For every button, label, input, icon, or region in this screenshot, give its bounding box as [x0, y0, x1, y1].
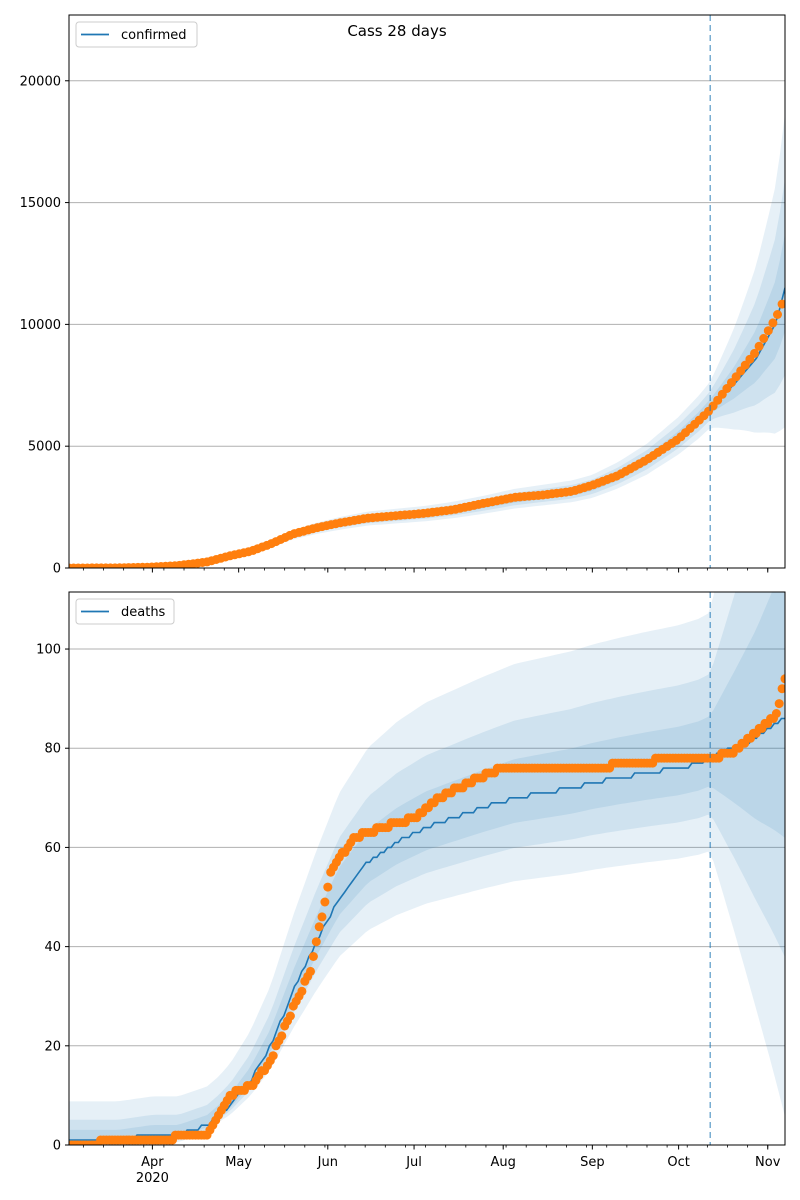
y-tick-label: 15000	[20, 196, 61, 211]
y-tick-label: 0	[53, 1139, 61, 1154]
axes-frame	[68, 14, 786, 569]
x-year-label: 2020	[136, 1171, 169, 1186]
observed-point	[277, 1031, 287, 1041]
y-tick-label: 20	[44, 1039, 61, 1054]
x-tick-label: Oct	[667, 1155, 689, 1170]
x-tick-label: Jul	[405, 1155, 422, 1170]
y-tick-label: 0	[53, 562, 61, 577]
observed-point	[750, 348, 759, 358]
observed-point	[754, 341, 764, 351]
observed-point	[320, 897, 330, 907]
plot-area	[69, 592, 785, 1145]
x-tick-label: Jun	[317, 1155, 338, 1170]
observed-point	[311, 937, 321, 947]
y-tick-label: 40	[44, 940, 61, 955]
uncertainty-band	[69, 113, 785, 568]
observed-point	[759, 334, 769, 343]
x-tick-label: Apr	[141, 1155, 164, 1170]
y-tick-label: 5000	[28, 440, 61, 455]
observed-point	[777, 299, 785, 309]
uncertainty-band	[69, 592, 785, 1145]
x-tick-label: Sep	[580, 1155, 605, 1170]
observed-point	[297, 986, 307, 996]
x-tick-label: May	[225, 1155, 252, 1170]
observed-point	[317, 912, 327, 922]
observed-point	[774, 699, 784, 709]
y-tick-label: 80	[44, 742, 61, 757]
legend-label: confirmed	[121, 28, 187, 43]
observed-point	[773, 310, 782, 319]
plot-area	[69, 113, 785, 568]
chart-title: Cass 28 days	[347, 22, 447, 40]
x-tick-label: Nov	[755, 1155, 781, 1170]
observed-point	[780, 674, 785, 684]
observed-point	[314, 922, 324, 932]
legend-label: deaths	[121, 605, 166, 620]
observed-point	[285, 1011, 295, 1021]
y-tick-label: 60	[44, 841, 61, 856]
observed-point	[323, 882, 333, 892]
observed-point	[771, 709, 781, 718]
legend: confirmed	[75, 21, 198, 48]
legend-box	[75, 21, 198, 48]
model-line	[69, 717, 785, 1141]
panel-confirmed: 0 5000 10000 15000 20000 confirmed Cass 28 day…	[20, 14, 786, 577]
observed-point	[777, 684, 785, 694]
uncertainty-band	[69, 592, 785, 1145]
legend: deaths	[75, 598, 175, 625]
observed-point	[268, 1051, 278, 1061]
axes-frame	[68, 591, 786, 1146]
x-tick-label: Aug	[491, 1155, 516, 1170]
observed-point	[308, 952, 318, 961]
y-tick-label: 20000	[20, 74, 61, 89]
observed-point	[768, 318, 778, 328]
observed-point	[306, 966, 315, 976]
panel-deaths: 0 20 40 60 80 100 Apr May Jun Jul Aug Sep Oct Nov 2020…	[36, 591, 786, 1186]
y-tick-label: 10000	[20, 318, 61, 333]
observed-series	[69, 299, 785, 568]
y-tick-label: 100	[36, 643, 61, 658]
observed-series	[69, 674, 785, 1145]
legend-box	[75, 598, 175, 625]
observed-point	[763, 326, 773, 336]
